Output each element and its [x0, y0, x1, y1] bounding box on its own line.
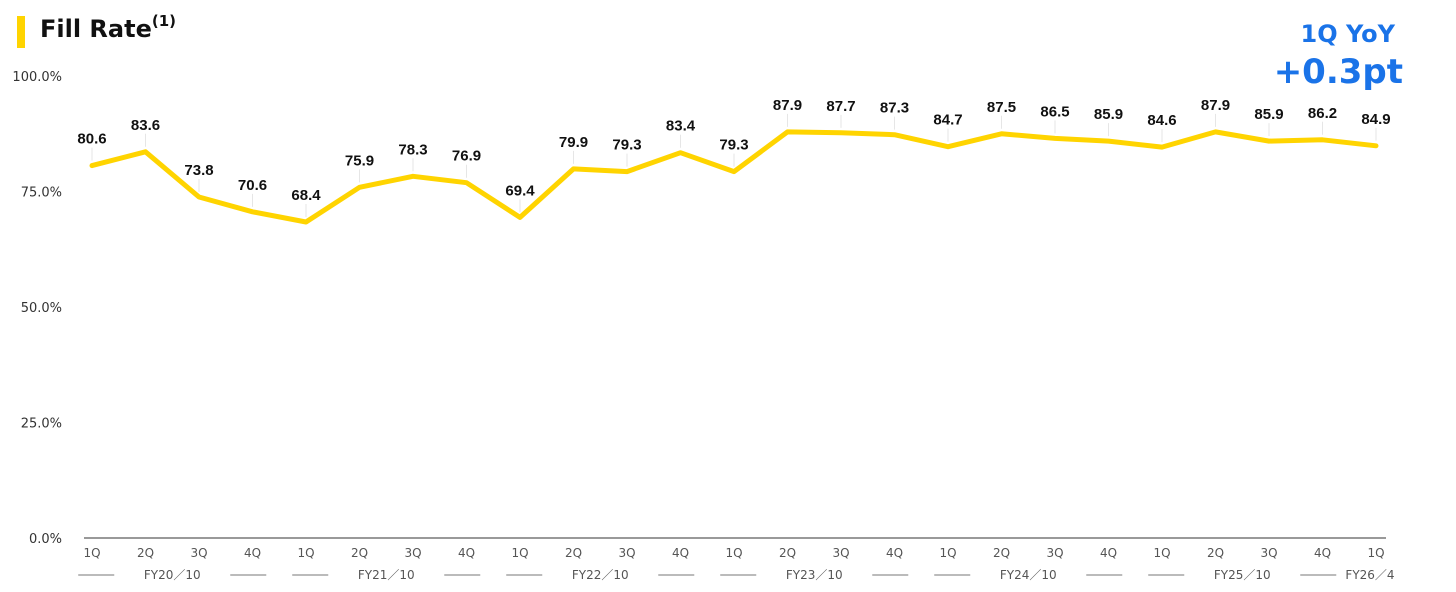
y-tick-label: 0.0%: [29, 532, 62, 547]
data-label: 75.9: [345, 152, 374, 169]
y-axis-ticks: 0.0% 25.0% 50.0% 75.0% 100.0%: [12, 70, 62, 547]
y-tick-label: 75.0%: [21, 186, 62, 201]
data-label: 78.3: [398, 141, 427, 158]
x-tick-label: 3Q: [1046, 546, 1063, 560]
x-group-label: FY26／4: [1345, 568, 1394, 582]
data-label: 83.4: [666, 118, 696, 135]
data-label: 86.5: [1040, 103, 1069, 120]
x-tick-label: 4Q: [458, 546, 475, 560]
x-tick-label: 1Q: [1367, 546, 1384, 560]
x-tick-label: 4Q: [244, 546, 261, 560]
data-label: 87.3: [880, 100, 909, 117]
x-tick-label: 1Q: [511, 546, 528, 560]
data-labels: 80.6 83.6 73.8 70.6 68.4 75.9 78.3 76.9 69.4 79.9…: [77, 97, 1391, 217]
x-axis-ticks: 1Q 2Q 3Q 4Q 1Q 2Q 3Q 4Q 1Q 2Q 3Q 4Q 1Q 2Q 3Q 4Q 1Q 2Q 3Q 4Q…: [83, 546, 1384, 560]
x-tick-label: 2Q: [1207, 546, 1224, 560]
data-label: 85.9: [1094, 106, 1123, 123]
data-label: 84.7: [933, 112, 962, 129]
x-group-label: FY22／10: [572, 568, 629, 582]
series-layer: [89, 129, 1379, 225]
x-tick-label: 2Q: [779, 546, 796, 560]
x-tick-label: 1Q: [939, 546, 956, 560]
x-tick-label: 3Q: [1260, 546, 1277, 560]
data-label: 73.8: [184, 162, 213, 179]
x-axis-groups: FY20／10 FY21／10 FY22／10 FY23／10 FY24／10 FY25／…: [78, 568, 1395, 582]
data-label: 84.6: [1147, 112, 1176, 129]
yoy-label: 1Q YoY: [1300, 20, 1396, 48]
data-label: 80.6: [77, 131, 106, 148]
x-tick-label: 4Q: [1100, 546, 1117, 560]
data-label: 68.4: [291, 187, 321, 204]
x-tick-label: 1Q: [297, 546, 314, 560]
x-tick-label: 2Q: [351, 546, 368, 560]
y-tick-label: 50.0%: [21, 301, 62, 316]
x-tick-label: 1Q: [1153, 546, 1170, 560]
data-label: 76.9: [452, 148, 481, 165]
x-tick-label: 2Q: [565, 546, 582, 560]
title-footnote-mark: (1): [151, 12, 177, 30]
data-label: 84.9: [1361, 111, 1390, 128]
data-label: 83.6: [131, 117, 160, 134]
data-label: 70.6: [238, 177, 267, 194]
x-tick-label: 3Q: [404, 546, 421, 560]
x-tick-label: 3Q: [190, 546, 207, 560]
x-tick-label: 4Q: [672, 546, 689, 560]
x-tick-label: 2Q: [993, 546, 1010, 560]
x-tick-label: 4Q: [1314, 546, 1331, 560]
data-label: 87.5: [987, 99, 1016, 116]
x-group-label: FY23／10: [786, 568, 843, 582]
data-label: 87.9: [773, 97, 802, 114]
x-tick-label: 4Q: [886, 546, 903, 560]
data-label: 79.3: [719, 137, 748, 154]
x-tick-label: 1Q: [725, 546, 742, 560]
yoy-value: +0.3pt: [1273, 52, 1403, 92]
data-label: 86.2: [1308, 105, 1337, 122]
data-label: 69.4: [505, 182, 535, 199]
x-group-label: FY24／10: [1000, 568, 1057, 582]
x-group-label: FY25／10: [1214, 568, 1271, 582]
x-tick-label: 3Q: [618, 546, 635, 560]
x-tick-label: 3Q: [832, 546, 849, 560]
x-tick-label: 1Q: [83, 546, 100, 560]
x-group-label: FY20／10: [144, 568, 201, 582]
data-label: 85.9: [1254, 106, 1283, 123]
data-label: 87.9: [1201, 97, 1230, 114]
data-label: 79.9: [559, 134, 588, 151]
data-label: 79.3: [612, 137, 641, 154]
chart-title-text: Fill Rate: [40, 15, 152, 43]
x-group-label: FY21／10: [358, 568, 415, 582]
data-label: 87.7: [826, 98, 855, 115]
title-accent-bar: [17, 16, 25, 48]
chart-title: Fill Rate(1): [40, 12, 177, 43]
x-tick-label: 2Q: [137, 546, 154, 560]
series-line: [89, 129, 1379, 225]
y-tick-label: 25.0%: [21, 417, 62, 432]
y-tick-label: 100.0%: [12, 70, 62, 85]
